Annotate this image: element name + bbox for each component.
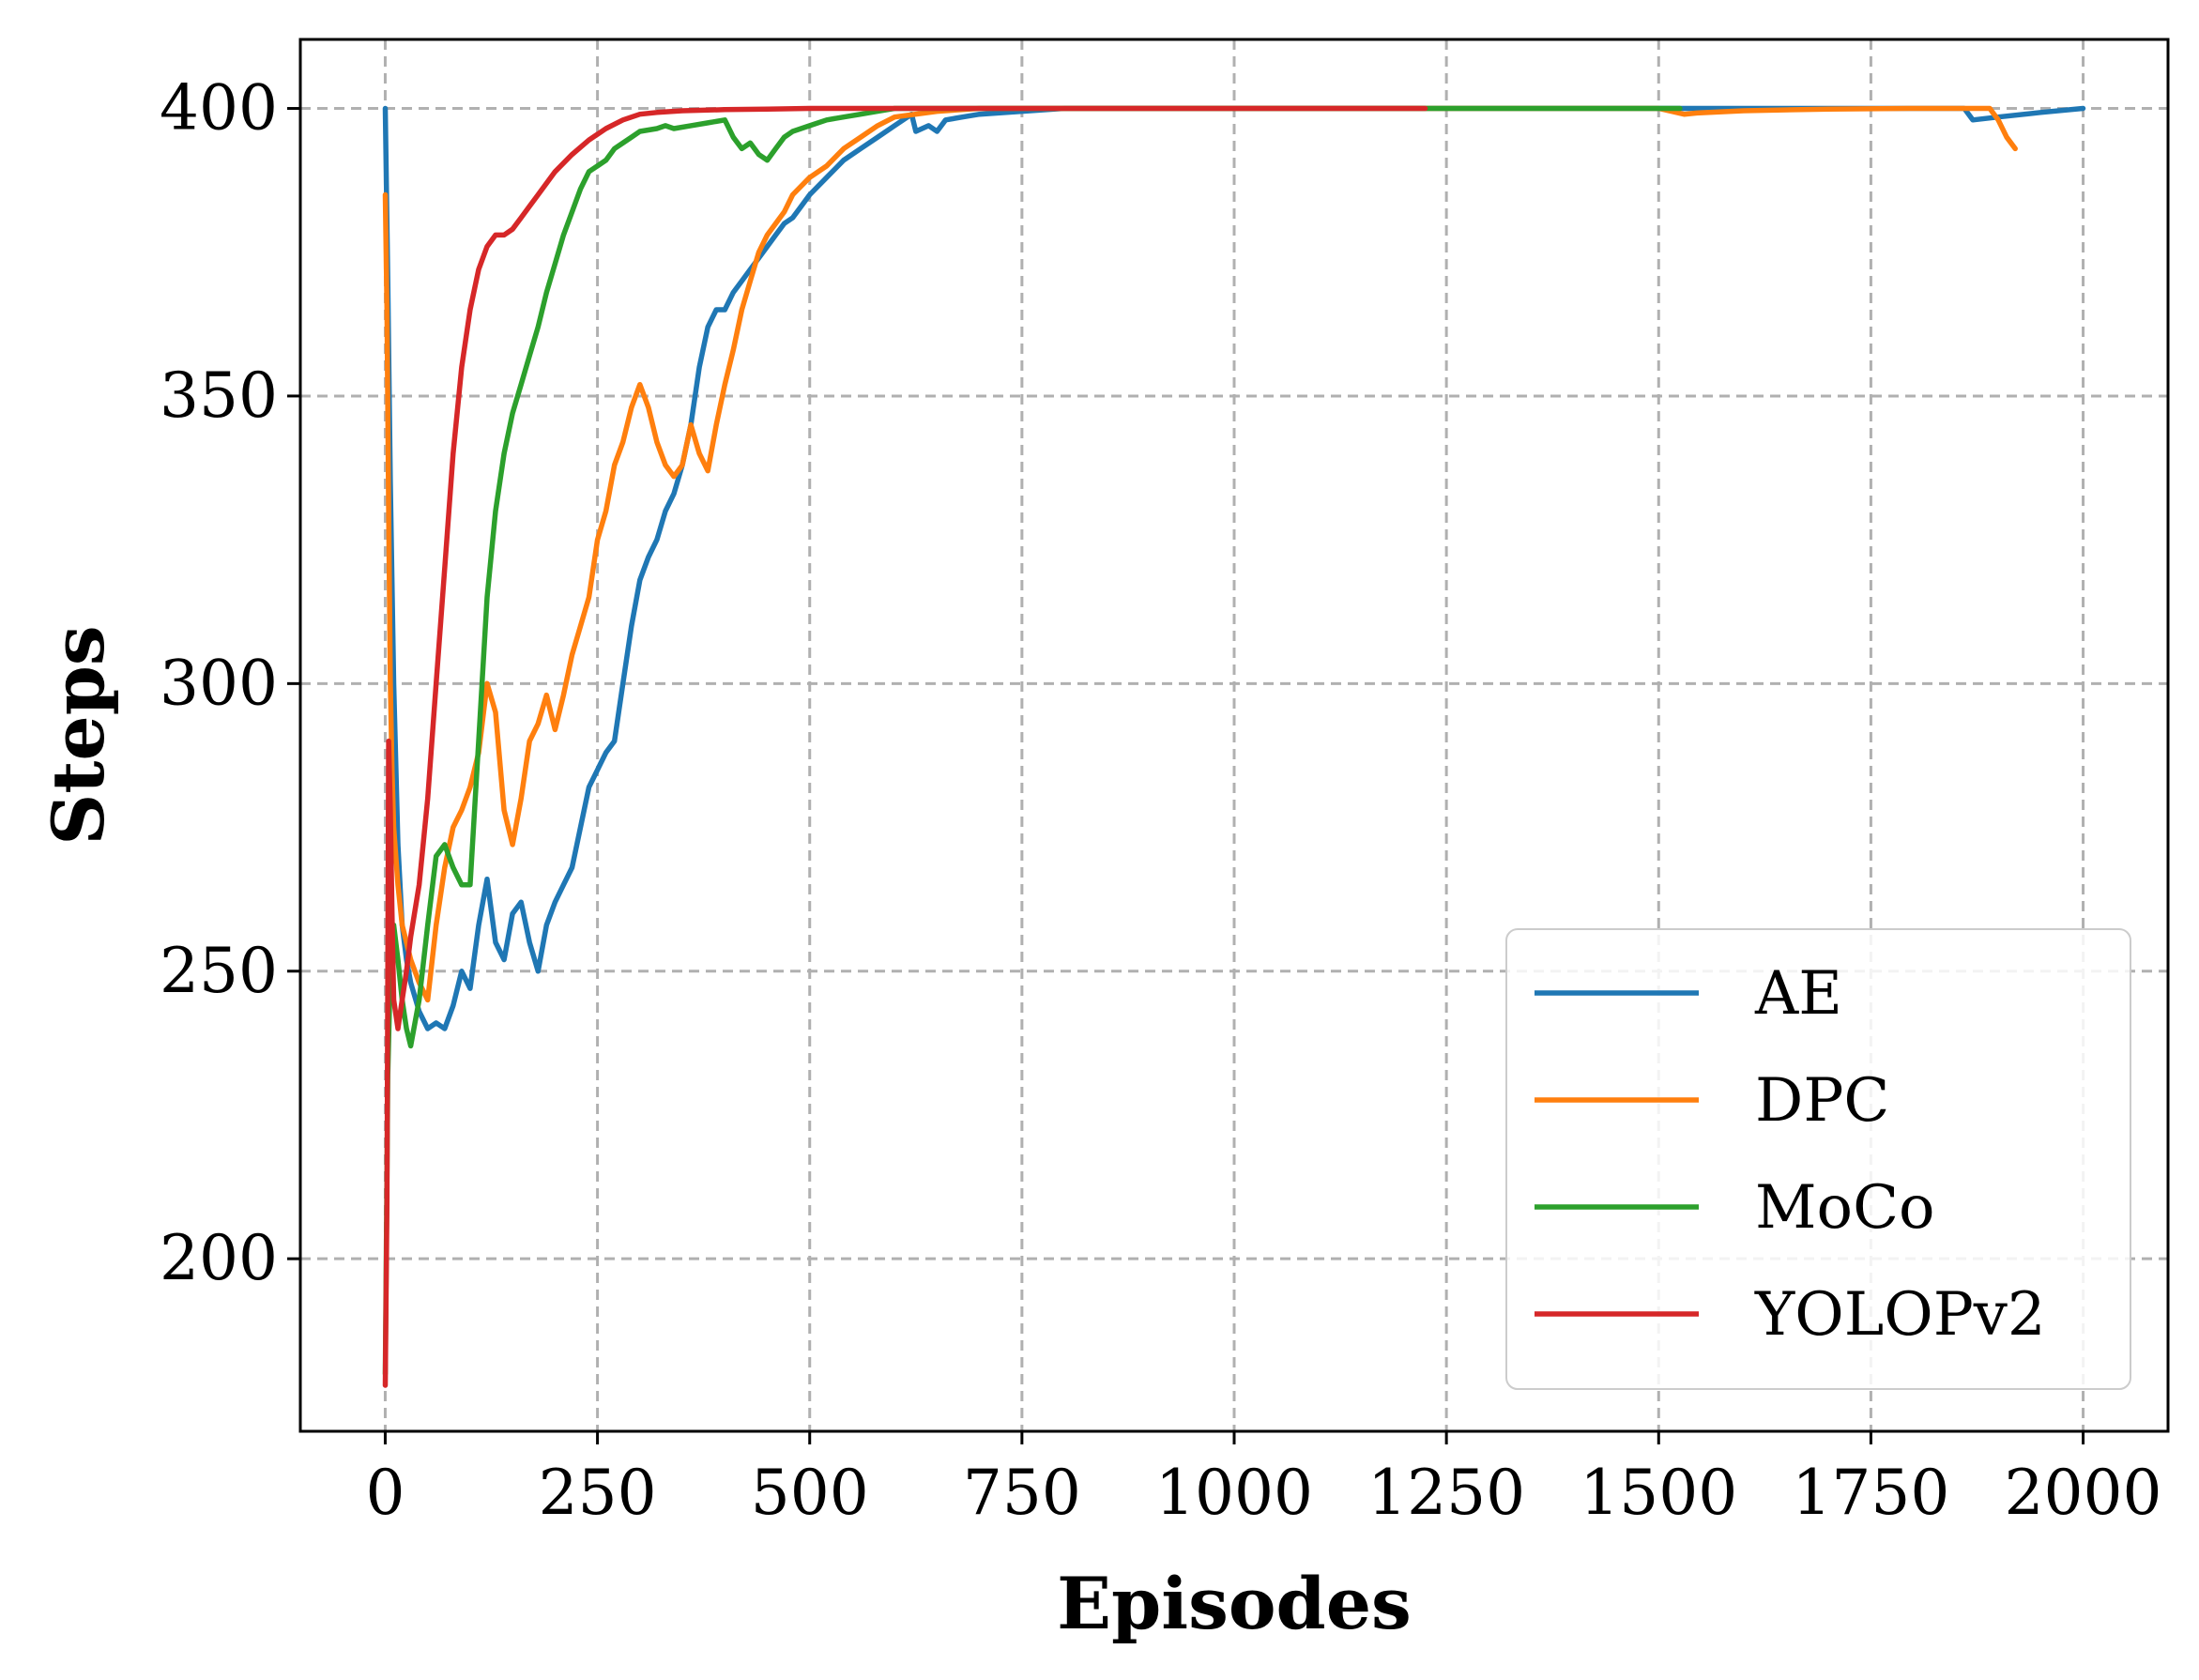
legend: AE DPC MoCo YOLOPv2 xyxy=(1505,928,2131,1390)
x-tick-label: 1500 xyxy=(1580,1457,1737,1529)
y-tick-label: 250 xyxy=(160,935,278,1007)
x-tick-label: 1250 xyxy=(1367,1457,1525,1529)
legend-label: DPC xyxy=(1755,1066,1889,1136)
x-tick-label: 1750 xyxy=(1792,1457,1949,1529)
legend-label: YOLOPv2 xyxy=(1754,1280,2046,1350)
series-line-yolopv2 xyxy=(382,105,1428,1388)
axis-ticks: 0 250 500 750 1000 1250 1500 1750 2000 200 250 300 3… xyxy=(160,72,2162,1529)
y-tick-label: 400 xyxy=(160,72,278,145)
x-tick-label: 0 xyxy=(365,1457,405,1529)
legend-label: MoCo xyxy=(1755,1173,1935,1243)
series-layer xyxy=(382,105,2086,1388)
legend-box xyxy=(1505,928,2131,1390)
x-axis-label: Episodes xyxy=(1057,1562,1412,1645)
grid-lines xyxy=(300,39,2168,1431)
x-tick-label: 250 xyxy=(539,1457,657,1529)
x-tick-label: 2000 xyxy=(2005,1457,2162,1529)
y-tick-label: 350 xyxy=(160,359,278,432)
series-line-moco xyxy=(382,105,1683,1377)
x-tick-label: 500 xyxy=(751,1457,869,1529)
legend-label: AE xyxy=(1754,959,1842,1029)
x-tick-label: 1000 xyxy=(1155,1457,1313,1529)
x-tick-label: 750 xyxy=(963,1457,1081,1529)
y-axis-label: Steps xyxy=(37,625,120,845)
y-tick-label: 200 xyxy=(160,1222,278,1294)
y-tick-label: 300 xyxy=(160,647,278,719)
